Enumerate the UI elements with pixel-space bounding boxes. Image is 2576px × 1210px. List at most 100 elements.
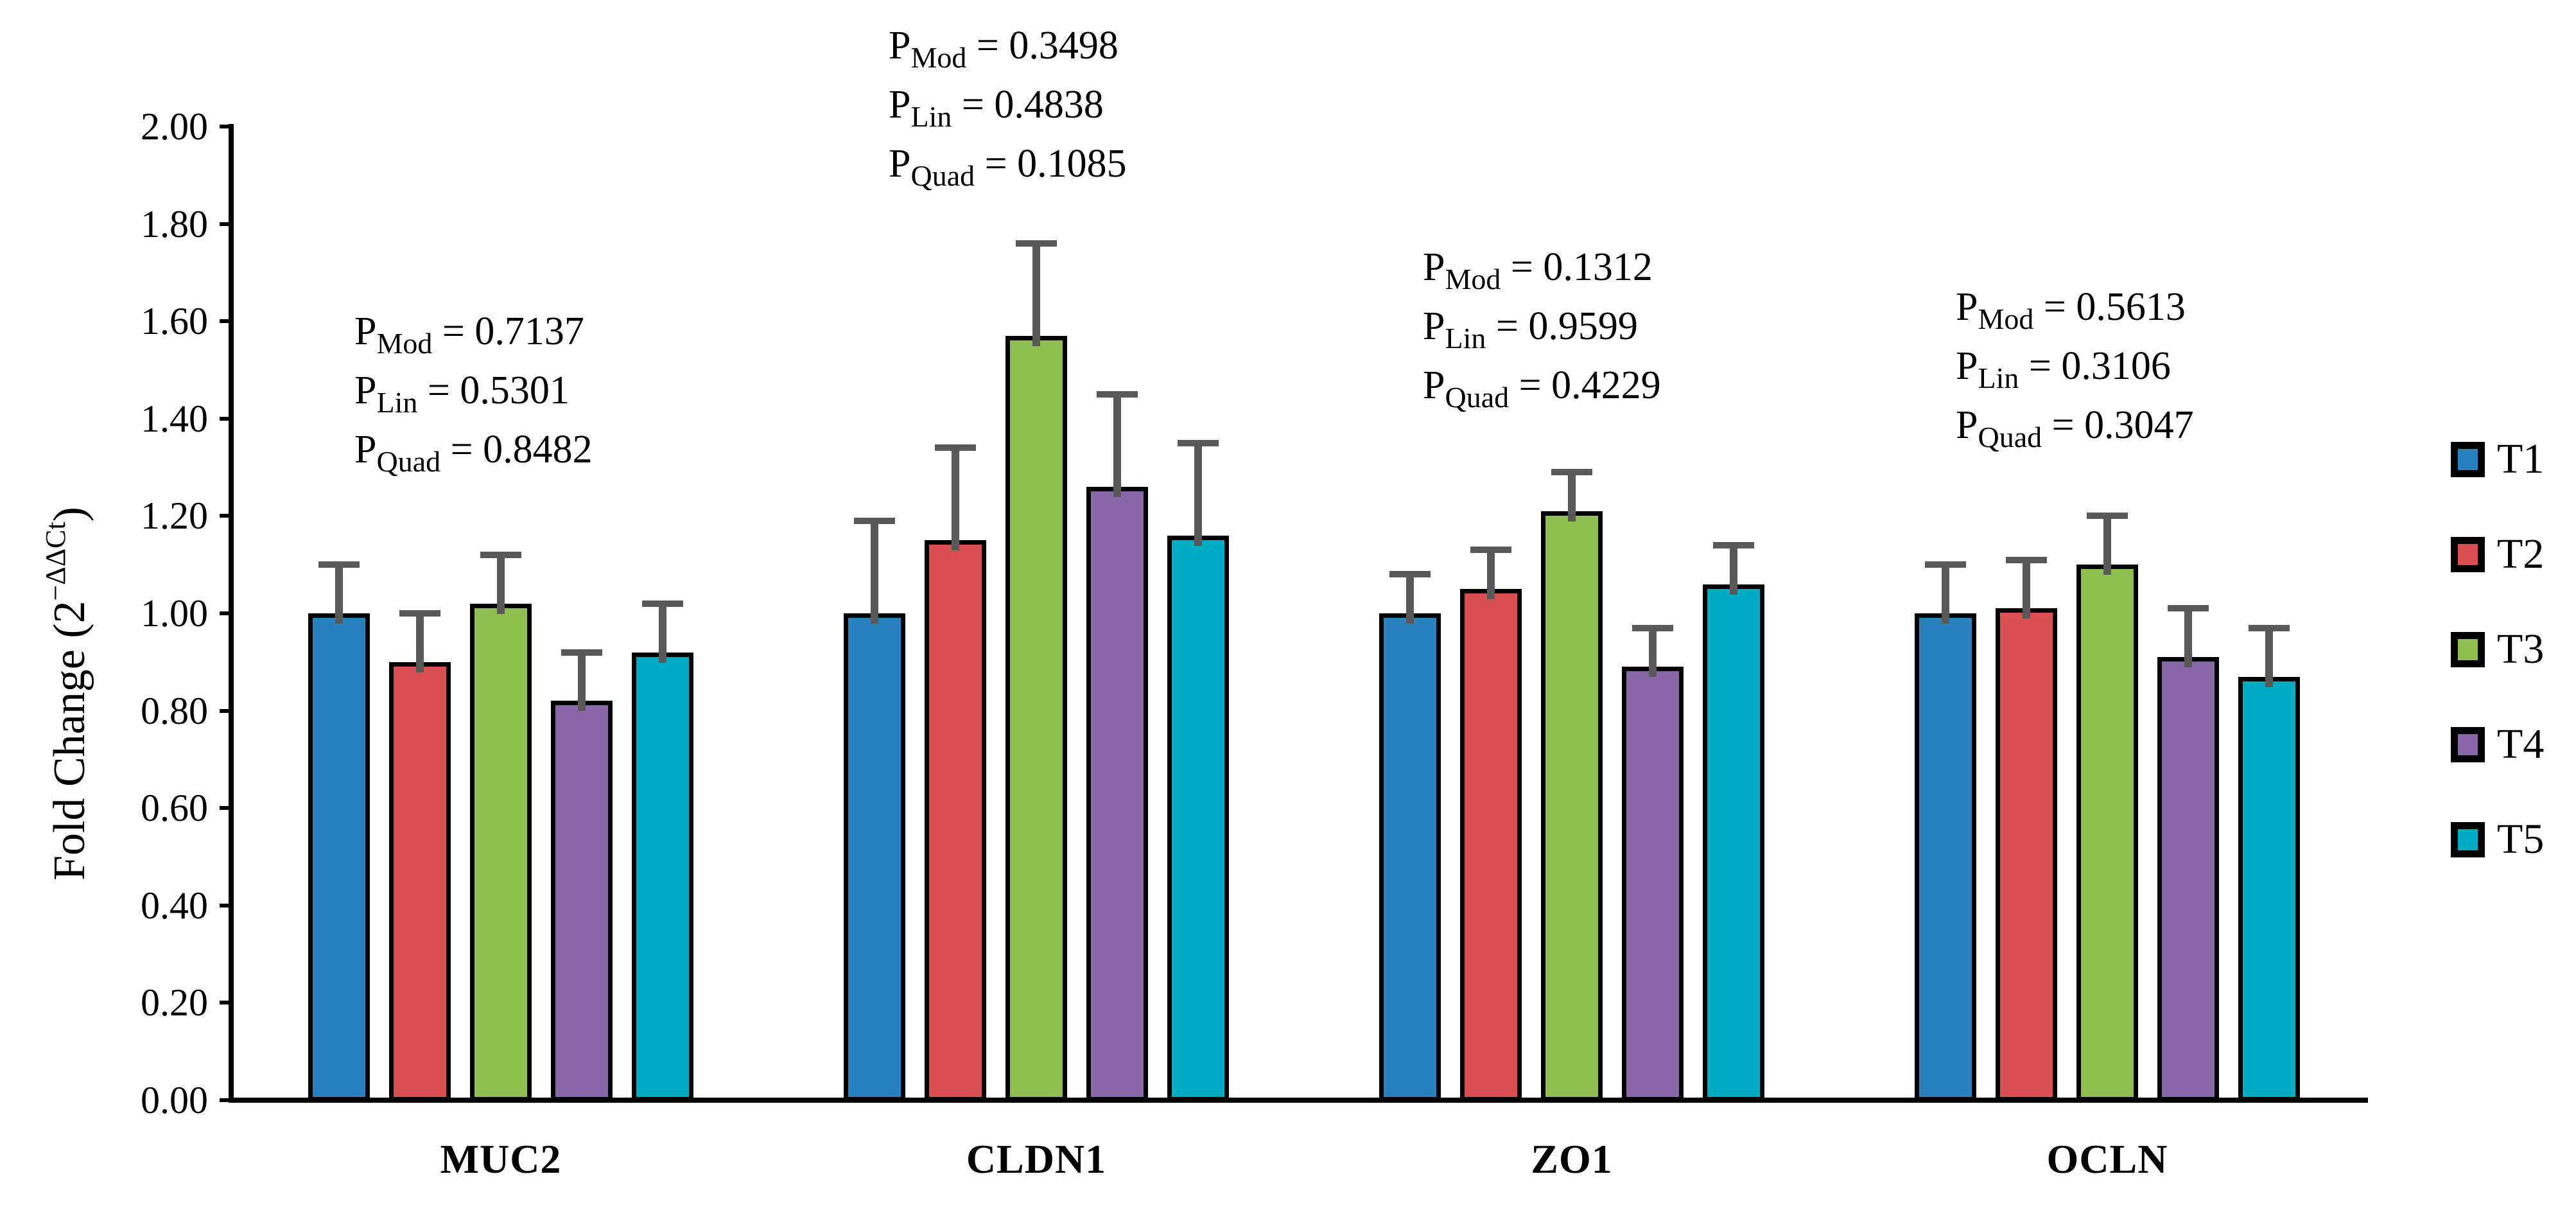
error-bar-cap-MUC2-T3 [480,552,521,558]
error-bar-stem-ZO1-T4 [1649,631,1657,677]
error-bar-stem-OCLN-T1 [1942,567,1949,624]
annotation-CLDN1-p-mod: PMod = 0.3498 [889,24,1118,74]
error-bar-cap-ZO1-T1 [1389,571,1431,577]
error-bar-stem-OCLN-T3 [2103,518,2111,575]
y-tick-label-1.80: 1.80 [141,203,208,245]
y-axis-line [229,124,234,1103]
bar-CLDN1-T1 [844,613,905,1101]
error-bar-cap-MUC2-T4 [561,649,602,656]
annotation-block-MUC2: PMod = 0.7137 PLin = 0.5301 PQuad = 0.8482 [354,302,593,479]
error-bar-stem-ZO1-T5 [1730,548,1737,595]
y-tick-mark-1.20 [220,514,229,518]
bar-CLDN1-T3 [1005,336,1067,1101]
error-bar-cap-OCLN-T1 [1925,561,1966,568]
error-bar-stem-CLDN1-T2 [952,450,959,550]
error-bar-stem-MUC2-T4 [578,655,586,711]
bar-OCLN-T1 [1915,613,1976,1101]
legend-label-T1: T1 [2497,435,2545,482]
y-tick-mark-0.80 [220,709,229,713]
category-label-MUC2: MUC2 [440,1136,562,1182]
annotation-ZO1-p-lin: PLin = 0.9599 [1423,304,1638,355]
error-bar-stem-ZO1-T1 [1406,577,1414,624]
error-bar-stem-MUC2-T2 [416,616,424,672]
legend-swatch-T2 [2451,537,2485,572]
bar-CLDN1-T5 [1167,536,1229,1101]
error-bar-cap-CLDN1-T5 [1178,440,1219,446]
error-bar-cap-MUC2-T1 [318,561,360,568]
annotation-OCLN-p-quad: PQuad = 0.3047 [1956,403,2194,453]
y-tick-mark-1.60 [220,319,229,323]
error-bar-cap-CLDN1-T4 [1097,391,1138,398]
bar-CLDN1-T4 [1086,487,1148,1101]
y-tick-mark-0.20 [220,1001,229,1004]
error-bar-cap-MUC2-T5 [642,601,683,607]
y-tick-label-2.00: 2.00 [141,105,208,148]
bar-CLDN1-T2 [925,540,986,1101]
y-tick-label-1.00: 1.00 [141,592,208,635]
y-tick-label-1.60: 1.60 [141,300,208,342]
legend-swatch-T1 [2451,442,2485,477]
annotation-ZO1-p-mod: PMod = 0.1312 [1423,245,1653,295]
bar-ZO1-T2 [1460,589,1522,1101]
annotation-MUC2-p-mod: PMod = 0.7137 [354,310,584,360]
y-tick-label-1.20: 1.20 [141,495,208,537]
annotation-MUC2-p-lin: PLin = 0.5301 [354,369,570,419]
error-bar-cap-CLDN1-T2 [935,444,976,451]
error-bar-cap-CLDN1-T1 [854,518,895,524]
y-tick-label-0.00: 0.00 [141,1079,208,1121]
y-tick-mark-0.40 [220,904,229,908]
error-bar-cap-OCLN-T5 [2249,625,2290,631]
annotation-block-ZO1: PMod = 0.1312 PLin = 0.9599 PQuad = 0.4229 [1423,238,1661,415]
legend-label-T3: T3 [2497,626,2545,672]
legend-swatch-T4 [2451,727,2485,762]
legend-label-T5: T5 [2497,816,2545,863]
error-bar-cap-ZO1-T2 [1470,547,1511,553]
legend-swatch-T3 [2451,632,2485,667]
y-tick-mark-0.00 [220,1098,229,1102]
bar-OCLN-T5 [2238,677,2300,1101]
y-tick-mark-1.80 [220,222,229,226]
x-axis-line [229,1098,2368,1103]
error-bar-cap-ZO1-T5 [1713,542,1754,548]
bar-ZO1-T3 [1541,511,1603,1101]
annotation-OCLN-p-mod: PMod = 0.5613 [1956,285,2186,335]
bar-ZO1-T4 [1622,667,1684,1101]
y-tick-mark-2.00 [220,125,229,128]
annotation-OCLN-p-lin: PLin = 0.3106 [1956,344,2171,394]
error-bar-cap-ZO1-T4 [1632,625,1673,631]
y-tick-label-1.40: 1.40 [141,398,208,440]
annotation-MUC2-p-quad: PQuad = 0.8482 [354,428,593,478]
error-bar-stem-OCLN-T5 [2265,631,2273,687]
y-tick-mark-1.40 [220,417,229,421]
error-bar-stem-CLDN1-T3 [1032,246,1040,346]
error-bar-stem-ZO1-T3 [1568,475,1576,522]
bar-MUC2-T3 [470,604,532,1101]
bar-ZO1-T1 [1379,613,1441,1101]
error-bar-stem-OCLN-T2 [2023,563,2030,618]
annotation-CLDN1-p-lin: PLin = 0.4838 [889,83,1104,133]
legend-swatch-T5 [2451,822,2485,857]
category-label-OCLN: OCLN [2046,1136,2168,1182]
bar-OCLN-T4 [2157,657,2219,1101]
y-tick-label-0.80: 0.80 [141,690,208,732]
y-tick-label-0.20: 0.20 [141,981,208,1024]
error-bar-cap-OCLN-T3 [2087,513,2128,519]
error-bar-cap-OCLN-T4 [2168,605,2209,611]
annotation-block-OCLN: PMod = 0.5613 PLin = 0.3106 PQuad = 0.3047 [1956,277,2194,455]
legend-label-T2: T2 [2497,530,2545,577]
error-bar-stem-MUC2-T1 [335,567,343,624]
error-bar-stem-ZO1-T2 [1487,552,1495,599]
annotation-CLDN1-p-quad: PQuad = 0.1085 [889,142,1127,192]
error-bar-cap-CLDN1-T3 [1016,240,1057,247]
y-tick-mark-0.60 [220,806,229,810]
bar-MUC2-T2 [389,662,451,1101]
error-bar-stem-CLDN1-T1 [871,523,878,624]
y-tick-label-0.40: 0.40 [141,884,208,927]
bar-MUC2-T4 [551,701,613,1101]
legend-label-T4: T4 [2497,721,2545,767]
y-tick-label-0.60: 0.60 [141,787,208,829]
y-axis-title-base: Fold Change (2 [45,601,94,881]
y-tick-mark-1.00 [220,611,229,615]
error-bar-stem-CLDN1-T4 [1113,397,1121,497]
